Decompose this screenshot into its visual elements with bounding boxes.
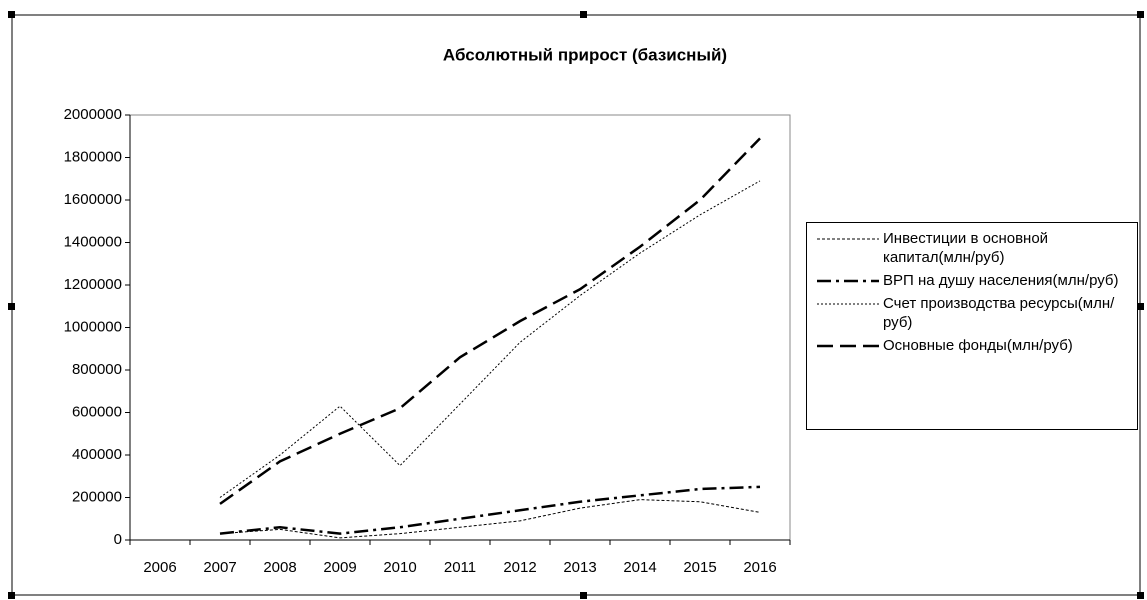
handle (1137, 11, 1144, 18)
y-tick-label: 1200000 (64, 276, 122, 293)
series-line (219, 485, 761, 535)
legend-swatch (817, 344, 879, 348)
y-tick-label: 1400000 (64, 233, 122, 250)
x-tick-label: 2008 (263, 559, 296, 576)
legend-swatch (817, 238, 879, 240)
legend-label: Инвестиции в основной капитал(млн/руб) (883, 230, 1049, 266)
series-line (219, 180, 761, 498)
plot-area (129, 114, 791, 541)
legend-item: Инвестиции в основной капитал(млн/руб) (811, 229, 1133, 267)
x-tick-label: 2006 (143, 559, 176, 576)
legend: Инвестиции в основной капитал(млн/руб) ВР… (806, 222, 1138, 430)
x-tick-label: 2007 (203, 559, 236, 576)
x-tick-label: 2014 (623, 559, 656, 576)
x-tick-label: 2012 (503, 559, 536, 576)
y-tick-label: 2000000 (64, 106, 122, 123)
handle (580, 592, 587, 599)
y-tick-label: 1000000 (64, 318, 122, 335)
legend-swatch (817, 279, 879, 283)
legend-item: Счет производства ресурсы(млн/руб) (811, 294, 1133, 332)
y-tick-label: 1800000 (64, 148, 122, 165)
handle (1137, 303, 1144, 310)
x-tick-label: 2013 (563, 559, 596, 576)
legend-swatch (817, 303, 879, 305)
x-tick-label: 2009 (323, 559, 356, 576)
x-tick-label: 2016 (743, 559, 776, 576)
x-tick-label: 2011 (444, 559, 476, 576)
series-line (219, 499, 761, 539)
legend-item: Основные фонды(млн/руб) (811, 336, 1133, 355)
handle (580, 11, 587, 18)
handle (8, 592, 15, 599)
handle (8, 303, 15, 310)
legend-label: Основные фонды(млн/руб) (883, 337, 1073, 354)
legend-label: ВРП на душу населения(млн/руб) (883, 272, 1119, 289)
series-line (219, 137, 761, 505)
y-tick-label: 800000 (72, 361, 122, 378)
y-tick-label: 400000 (72, 446, 122, 463)
y-tick-label: 200000 (72, 488, 122, 505)
x-tick-label: 2015 (683, 559, 716, 576)
y-tick-label: 0 (114, 531, 122, 548)
chart-title: Абсолютный прирост (базисный) (443, 45, 727, 64)
handle (1137, 592, 1144, 599)
legend-item: ВРП на душу населения(млн/руб) (811, 271, 1133, 290)
legend-label: Счет производства ресурсы(млн/руб) (883, 295, 1115, 331)
y-tick-label: 1600000 (64, 191, 122, 208)
x-tick-label: 2010 (383, 559, 416, 576)
y-tick-label: 600000 (72, 403, 122, 420)
handle (8, 11, 15, 18)
